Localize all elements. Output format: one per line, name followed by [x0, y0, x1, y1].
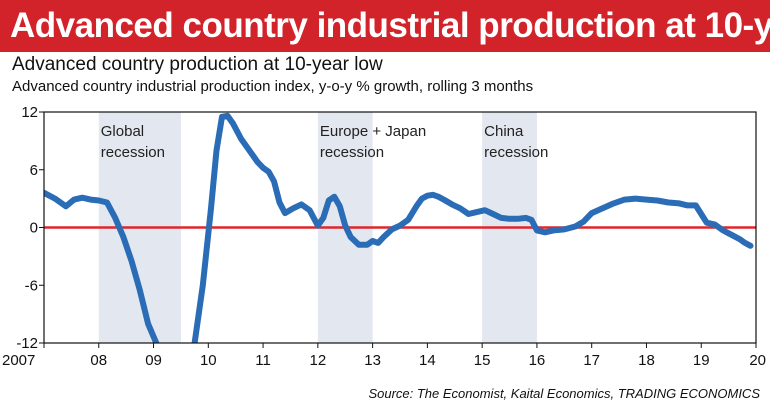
series-lines	[44, 112, 754, 343]
x-tick-label: 09	[145, 352, 162, 369]
y-tick-label: 6	[30, 162, 38, 179]
recession-label-1: Europe + Japan recession	[320, 123, 426, 161]
x-tick-label: 18	[638, 352, 655, 369]
source-note: Source: The Economist, Kaital Economics,…	[368, 386, 760, 401]
chart-subtitle: Advanced country industrial production i…	[12, 78, 534, 95]
chart-title: Advanced country production at 10-year l…	[12, 54, 383, 75]
x-tick-label: 2007	[2, 352, 35, 369]
x-tick-label: 11	[255, 352, 271, 369]
x-tick-label: 17	[583, 352, 600, 369]
x-axis-ticks: 2007 08 09 10 11 12 13 14 15 16 17 18 19 20	[2, 343, 766, 369]
x-tick-label: 10	[200, 352, 217, 369]
y-tick-label: 0	[30, 220, 38, 237]
banner-headline: Advanced country industrial production a…	[0, 0, 770, 52]
x-tick-label: 15	[474, 352, 491, 369]
series-line-segment-1	[191, 112, 754, 343]
x-tick-label: 20	[749, 352, 766, 369]
x-tick-label: 19	[693, 352, 710, 369]
x-tick-label: 08	[90, 352, 107, 369]
y-tick-label: 12	[21, 104, 38, 121]
y-tick-label: -6	[25, 277, 38, 294]
x-tick-label: 13	[364, 352, 381, 369]
x-tick-label: 12	[310, 352, 327, 369]
recession-label-2: China recession	[484, 123, 548, 161]
recession-label-0: Global recession	[101, 123, 165, 161]
y-axis-ticks: 12 6 0 -6 -12	[16, 104, 44, 352]
series-line-segment-0	[44, 189, 160, 343]
x-tick-label: 14	[419, 352, 436, 369]
y-tick-label: -12	[16, 335, 38, 352]
x-tick-label: 16	[529, 352, 546, 369]
